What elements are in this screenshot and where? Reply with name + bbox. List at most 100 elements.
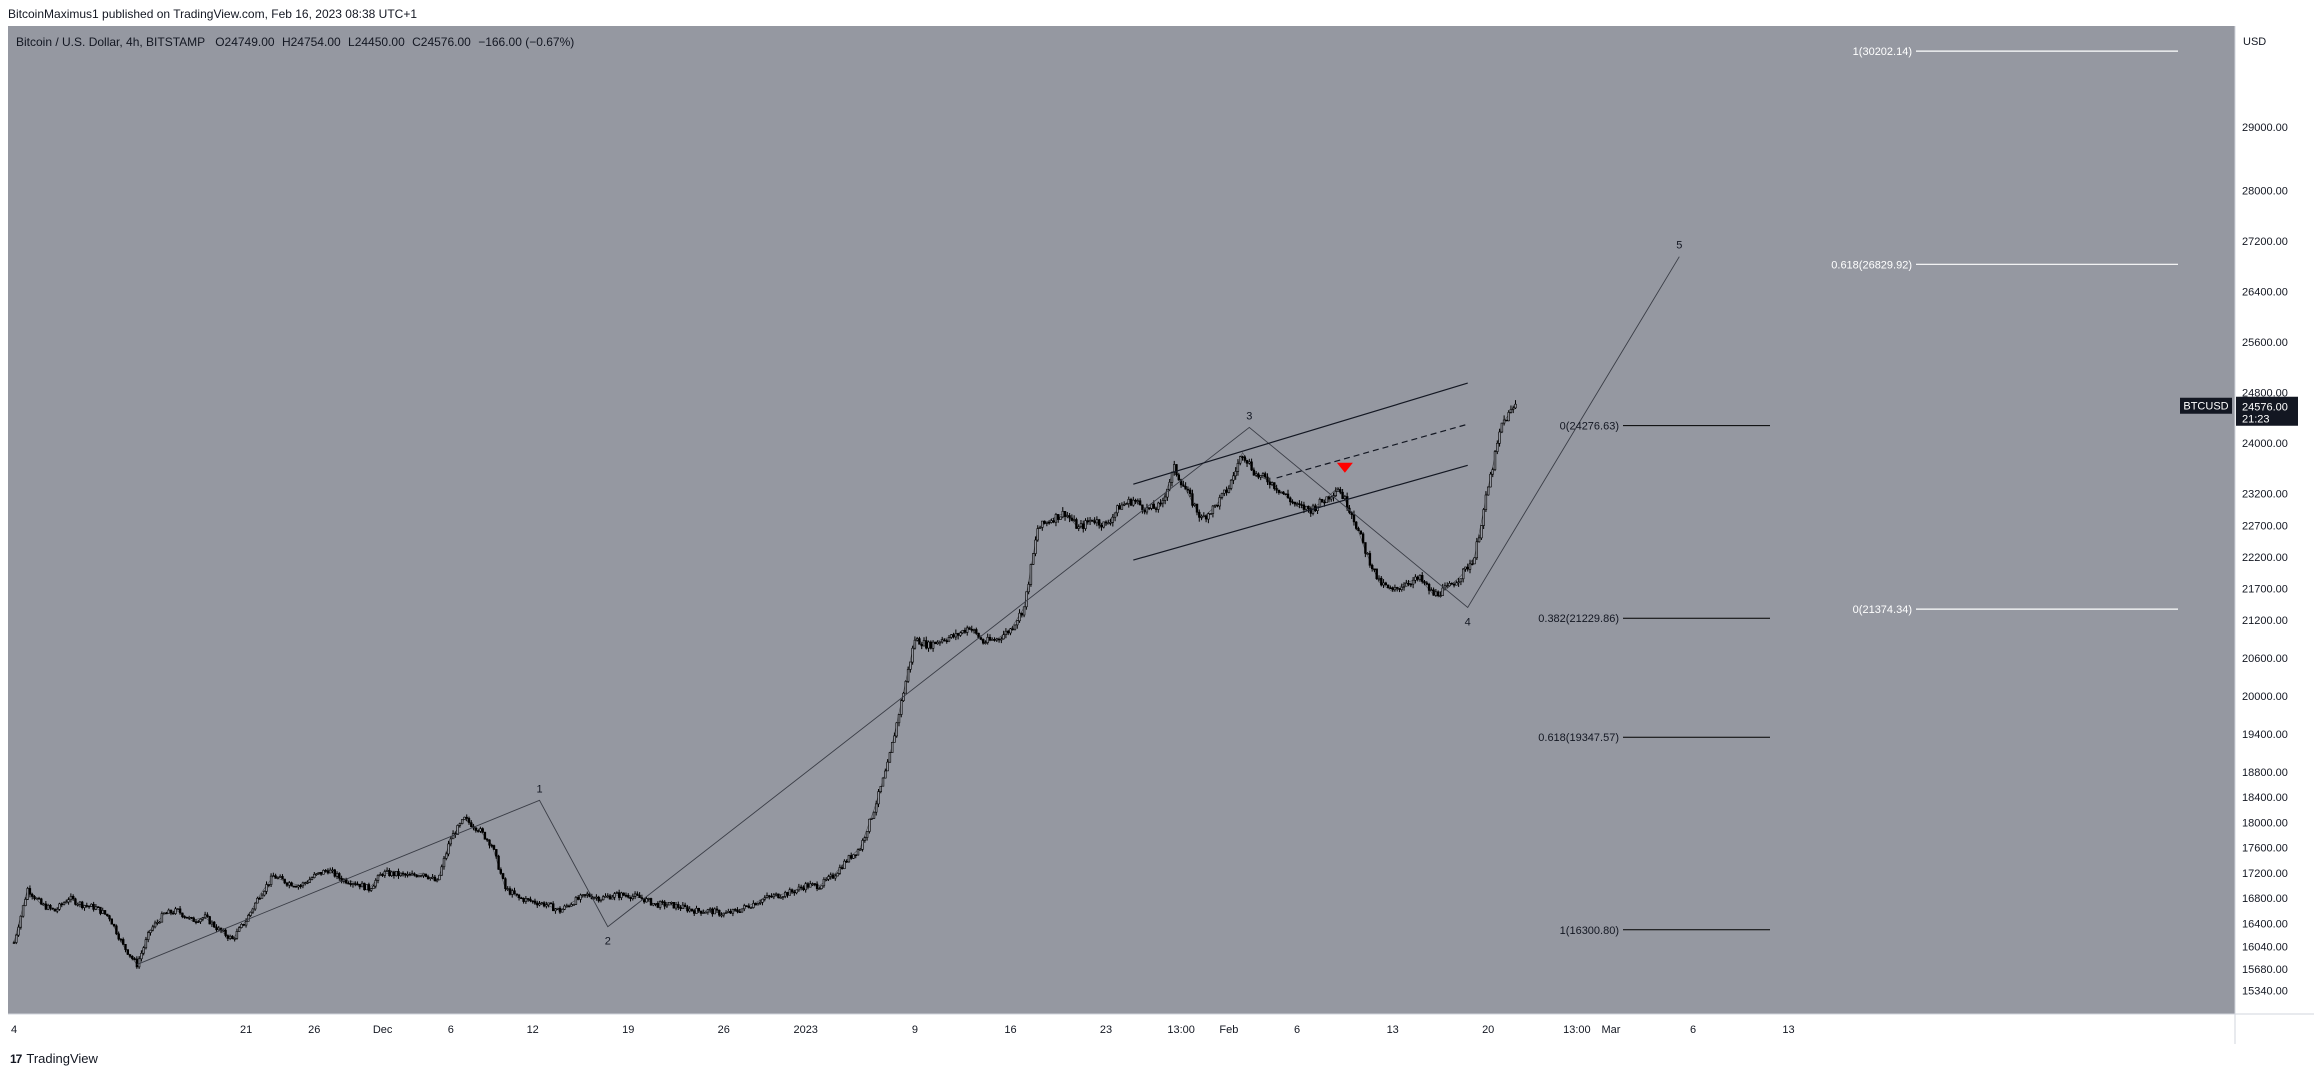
candle xyxy=(679,905,682,911)
candle xyxy=(508,886,512,896)
candle xyxy=(1330,496,1333,502)
x-tick-label: 16 xyxy=(1004,1024,1016,1036)
candle xyxy=(818,886,821,890)
x-tick-label: 23 xyxy=(1100,1024,1112,1036)
symbol-legend[interactable]: Bitcoin / U.S. Dollar, 4h, BITSTAMP O247… xyxy=(16,35,574,49)
candle xyxy=(517,893,521,901)
candle xyxy=(458,822,462,828)
candle xyxy=(65,899,68,904)
candle xyxy=(85,902,89,908)
candle xyxy=(1195,503,1199,516)
time-axis[interactable] xyxy=(8,1014,2235,1044)
candle xyxy=(1229,479,1233,491)
candle xyxy=(1436,590,1440,598)
candle xyxy=(1407,580,1410,587)
candle xyxy=(822,877,826,888)
symbol-price-tag[interactable]: BTCUSD xyxy=(2180,397,2232,414)
candle xyxy=(374,878,377,889)
candle xyxy=(795,889,798,895)
tradingview-logo[interactable]: 17 TradingView xyxy=(10,1051,98,1066)
candle xyxy=(547,902,550,908)
candle xyxy=(1280,491,1283,494)
candle xyxy=(865,831,869,841)
candle xyxy=(911,645,914,665)
candle xyxy=(210,920,214,927)
y-tick-label: 28000.00 xyxy=(2242,185,2288,197)
y-tick-label: 21200.00 xyxy=(2242,615,2288,627)
candle xyxy=(135,956,139,969)
x-tick-label: Dec xyxy=(373,1024,393,1036)
candle xyxy=(149,929,152,936)
candle xyxy=(194,919,198,925)
candle xyxy=(727,908,730,913)
candle xyxy=(1373,568,1376,572)
candle xyxy=(151,924,154,932)
candle xyxy=(1455,580,1458,586)
x-tick-label: Feb xyxy=(1219,1024,1238,1036)
candle xyxy=(893,732,896,743)
candle xyxy=(306,880,309,885)
candle xyxy=(1487,486,1490,496)
candle xyxy=(37,896,41,900)
candle xyxy=(69,893,73,903)
candle xyxy=(101,907,104,914)
candle xyxy=(1113,512,1117,522)
candle xyxy=(465,814,468,822)
candle xyxy=(758,899,762,905)
channel-lower-line[interactable] xyxy=(1133,464,1468,561)
candle xyxy=(299,884,302,889)
candle xyxy=(617,889,621,901)
candle xyxy=(1132,496,1135,507)
candle xyxy=(372,884,375,889)
candle xyxy=(1102,521,1105,529)
candle xyxy=(199,918,202,924)
candle xyxy=(144,936,148,950)
candle xyxy=(1161,497,1165,508)
price-axis[interactable] xyxy=(2235,26,2314,1044)
candle xyxy=(431,874,434,879)
candle xyxy=(706,908,710,915)
candle xyxy=(843,859,846,870)
candle xyxy=(1027,581,1030,595)
candle xyxy=(1236,459,1240,476)
candle xyxy=(276,876,280,880)
candle xyxy=(1207,512,1210,524)
candle xyxy=(781,895,785,900)
candle xyxy=(811,882,814,886)
candle xyxy=(772,893,776,900)
candle xyxy=(94,904,98,911)
candle xyxy=(326,868,330,875)
candle xyxy=(886,759,889,772)
candle xyxy=(506,886,509,891)
candle xyxy=(1086,517,1090,525)
candle xyxy=(206,912,209,918)
candle xyxy=(258,896,261,900)
candle xyxy=(81,900,84,910)
candle xyxy=(1430,587,1433,592)
candle xyxy=(1186,486,1190,494)
candle xyxy=(188,915,191,920)
candle xyxy=(981,638,985,645)
candle xyxy=(447,840,450,857)
candle xyxy=(856,848,860,856)
elliott-wave-path[interactable] xyxy=(136,256,1680,966)
candle xyxy=(1029,563,1033,587)
y-tick-label: 19400.00 xyxy=(2242,729,2288,741)
candle xyxy=(845,859,848,863)
x-tick-label: 26 xyxy=(308,1024,320,1036)
candle xyxy=(733,908,737,912)
channel-upper-line[interactable] xyxy=(1133,382,1468,485)
channel-mid-dashed-line[interactable] xyxy=(1276,423,1468,479)
candle xyxy=(1375,568,1378,580)
x-tick-label: 13 xyxy=(1782,1024,1794,1036)
candle xyxy=(993,637,996,642)
candle xyxy=(1500,422,1504,434)
chart-pane[interactable] xyxy=(8,26,2235,1014)
candle xyxy=(1125,502,1128,505)
candle xyxy=(278,874,282,878)
candle xyxy=(147,930,150,943)
candle xyxy=(649,897,653,906)
candle xyxy=(604,893,607,898)
